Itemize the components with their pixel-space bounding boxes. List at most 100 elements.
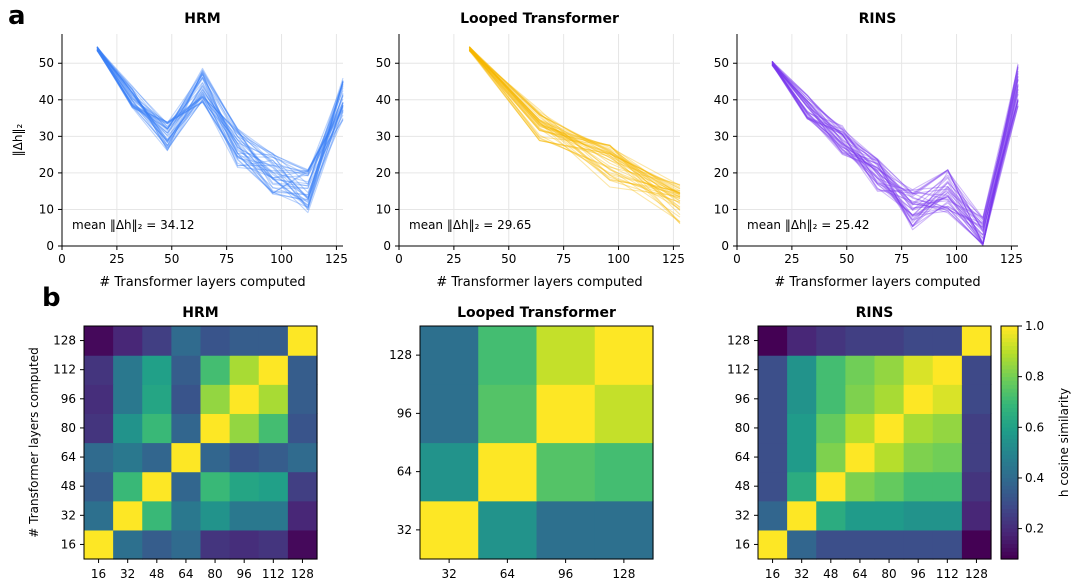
series-line xyxy=(771,63,1019,227)
colorbar-segment xyxy=(1001,481,1018,486)
heatmap-cell xyxy=(84,529,114,560)
heatmap-cell xyxy=(420,442,479,502)
series-line xyxy=(468,49,681,223)
heatmap-cell xyxy=(258,471,289,502)
heatmap-cell xyxy=(287,471,318,502)
y-tick-label: 96 xyxy=(397,406,412,420)
x-tick-label: 80 xyxy=(881,567,896,581)
series-line xyxy=(468,50,681,204)
colorbar-segment xyxy=(1001,500,1018,506)
colorbar-segment xyxy=(1001,337,1018,343)
colorbar-segment xyxy=(1001,508,1018,513)
heatmap-cell xyxy=(932,500,963,531)
colorbar-segment xyxy=(1001,485,1018,490)
x-tick-label: 80 xyxy=(207,567,222,581)
heatmap-cell xyxy=(229,326,260,356)
colorbar-tick-label: 1.0 xyxy=(1025,319,1044,333)
chart-title: HRM xyxy=(184,11,220,27)
heatmap-cell xyxy=(903,326,934,356)
x-axis-label: # Transformer layers computed xyxy=(774,275,980,290)
y-tick-label: 64 xyxy=(735,450,750,464)
heatmap-cell xyxy=(142,500,172,531)
colorbar-segment xyxy=(1001,547,1018,552)
heatmap-cell xyxy=(84,413,114,444)
series-line xyxy=(468,46,681,192)
series-line xyxy=(771,60,1019,245)
heatmap-cell xyxy=(142,442,172,473)
colorbar-segment xyxy=(1001,411,1018,416)
series-line xyxy=(771,62,1019,231)
heatmap-cell xyxy=(874,529,905,560)
x-tick-label: 25 xyxy=(109,252,124,266)
heatmap-cell xyxy=(113,384,143,414)
colorbar-segment xyxy=(1001,399,1018,405)
series-line xyxy=(96,46,344,208)
heatmap-cell xyxy=(874,471,905,502)
colorbar-segment xyxy=(1001,341,1018,347)
colorbar-segment xyxy=(1001,458,1018,463)
heatmap-cell xyxy=(229,413,260,444)
series-line xyxy=(771,61,1019,224)
colorbar-segment xyxy=(1001,551,1018,556)
heatmap-cell xyxy=(258,326,289,356)
y-tick-label: 16 xyxy=(61,537,76,551)
colorbar-segment xyxy=(1001,407,1018,413)
colorbar-segment xyxy=(1001,512,1018,517)
heatmap-cell xyxy=(845,500,876,531)
y-tick-label: 10 xyxy=(39,202,54,216)
series-line xyxy=(771,64,1019,219)
x-tick-label: 75 xyxy=(894,252,909,266)
x-tick-label: 75 xyxy=(556,252,571,266)
heatmap-cell xyxy=(258,529,289,560)
colorbar-segment xyxy=(1001,555,1018,560)
heatmap-cell xyxy=(594,384,654,444)
heatmap-cell xyxy=(171,355,202,385)
series-line xyxy=(96,49,344,207)
y-tick-label: 40 xyxy=(376,93,391,107)
series-line xyxy=(468,48,681,200)
colorbar-segment xyxy=(1001,403,1018,409)
x-tick-label: 16 xyxy=(91,567,106,581)
heatmap-cell xyxy=(903,529,934,560)
heatmap-cell xyxy=(200,355,231,385)
heatmap-cell xyxy=(787,442,817,473)
heatmap-cell xyxy=(787,471,817,502)
heatmap-cell xyxy=(420,384,479,444)
heatmap-cell xyxy=(84,384,114,414)
series-line xyxy=(771,62,1019,228)
colorbar-segment xyxy=(1001,438,1018,444)
heatmap-cell xyxy=(287,529,318,560)
y-tick-label: 30 xyxy=(39,129,54,143)
y-tick-label: 20 xyxy=(714,166,729,180)
colorbar-segment xyxy=(1001,372,1018,378)
heatmap-cell xyxy=(816,384,846,414)
chart-title: RINS xyxy=(859,11,897,27)
series-line xyxy=(771,60,1019,239)
heatmap-cell xyxy=(816,326,846,356)
heatmap-cell xyxy=(845,529,876,560)
series-line xyxy=(468,47,681,208)
series-line xyxy=(96,48,344,214)
heatmap-cell xyxy=(903,442,934,473)
x-tick-label: 96 xyxy=(558,567,573,581)
heatmap-cell xyxy=(874,384,905,414)
y-tick-label: 30 xyxy=(376,129,391,143)
heatmap-cell xyxy=(200,326,231,356)
x-tick-label: 32 xyxy=(441,567,456,581)
x-tick-label: 100 xyxy=(270,252,293,266)
colorbar-segment xyxy=(1001,465,1018,471)
heatmap-cell xyxy=(478,326,538,385)
series-line xyxy=(468,50,681,205)
heatmap-cell xyxy=(171,471,202,502)
heatmap-cell xyxy=(845,355,876,385)
x-tick-label: 64 xyxy=(178,567,193,581)
series-line xyxy=(96,46,344,175)
x-tick-label: 96 xyxy=(237,567,252,581)
colorbar-segment xyxy=(1001,450,1018,455)
series-line xyxy=(96,46,344,204)
series-line xyxy=(96,48,344,208)
series-line xyxy=(771,61,1019,245)
series-line xyxy=(771,65,1019,220)
x-tick-label: 25 xyxy=(446,252,461,266)
y-tick-label: 0 xyxy=(46,239,54,253)
